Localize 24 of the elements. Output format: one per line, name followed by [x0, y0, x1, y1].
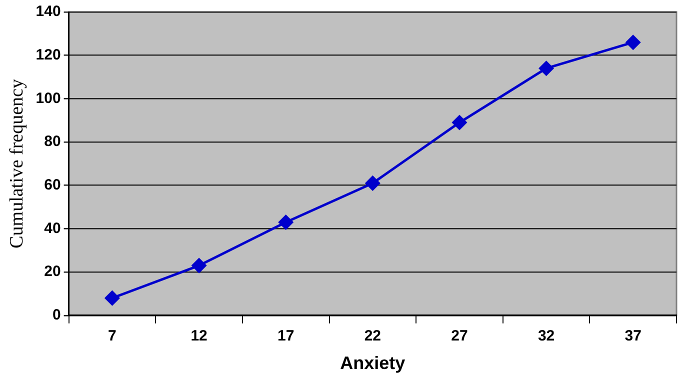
point	[365, 176, 380, 190]
point	[192, 258, 206, 273]
y-axis-title: Cumulative frequency	[6, 78, 28, 248]
x-tick-label: 37	[624, 328, 642, 345]
point	[626, 35, 640, 50]
point	[278, 214, 294, 230]
y-tick-label: 80	[44, 133, 61, 150]
point	[539, 61, 554, 76]
y-tick-label: 60	[44, 176, 61, 194]
x-axis-title: Anxiety	[340, 353, 406, 374]
x-tick-label: 17	[278, 328, 294, 345]
y-tick-label: 120	[36, 46, 61, 64]
x-tick-label: 27	[451, 328, 468, 345]
x-tick-label: 32	[538, 328, 555, 345]
y-tick-label: 20	[44, 263, 61, 280]
point	[104, 290, 120, 306]
y-tick-label: 100	[36, 90, 61, 107]
x-tick-label: 7	[108, 328, 116, 345]
point	[452, 115, 467, 130]
y-tick-label: 40	[44, 220, 61, 237]
y-tick-label: 0	[52, 306, 61, 324]
x-tick-label: 22	[364, 328, 382, 345]
y-tick-label: 140	[36, 3, 61, 20]
x-tick-label: 12	[190, 328, 208, 345]
